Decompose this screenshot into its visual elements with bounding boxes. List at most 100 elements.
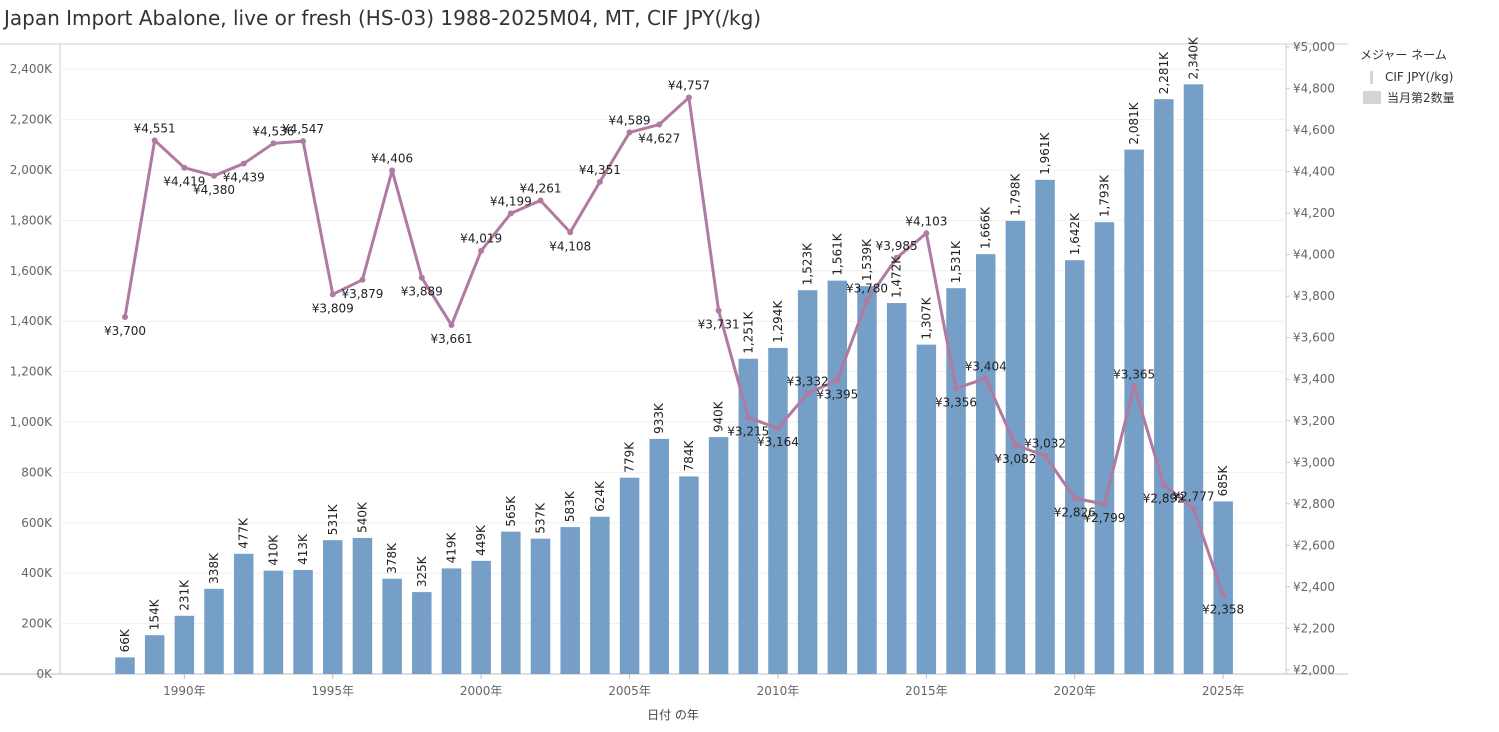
bar[interactable] xyxy=(560,527,580,674)
bar[interactable] xyxy=(1094,222,1115,674)
line-point[interactable] xyxy=(567,229,574,236)
bar[interactable] xyxy=(144,635,165,674)
bar[interactable] xyxy=(115,657,135,674)
bar[interactable] xyxy=(1154,99,1174,675)
bar[interactable] xyxy=(1183,84,1204,674)
line-point[interactable] xyxy=(181,164,188,171)
bar[interactable] xyxy=(916,344,937,674)
bar[interactable] xyxy=(441,568,462,674)
bar[interactable] xyxy=(1213,501,1233,674)
line-point[interactable] xyxy=(1190,505,1197,512)
line-point[interactable] xyxy=(537,197,544,204)
line-point[interactable] xyxy=(1101,500,1108,507)
line-point[interactable] xyxy=(211,172,218,179)
bar[interactable] xyxy=(946,288,966,674)
line-point[interactable] xyxy=(448,322,455,329)
line-point[interactable] xyxy=(804,390,811,397)
line-value-label: ¥4,019 xyxy=(460,232,502,246)
line-point[interactable] xyxy=(1160,481,1167,488)
bar[interactable] xyxy=(590,516,610,674)
bar[interactable] xyxy=(827,280,848,674)
bar-value-label: 410K xyxy=(266,534,280,566)
line-point[interactable] xyxy=(507,210,514,217)
line-point[interactable] xyxy=(745,414,752,421)
line-point[interactable] xyxy=(151,137,158,144)
bar[interactable] xyxy=(738,358,759,674)
bar-value-label: 378K xyxy=(385,542,399,574)
line-point[interactable] xyxy=(596,178,603,185)
line-point[interactable] xyxy=(953,385,960,392)
line-value-label: ¥4,419 xyxy=(163,175,205,189)
bar-value-label: 933K xyxy=(652,402,666,434)
line-point[interactable] xyxy=(389,167,396,174)
legend-item-line[interactable]: CIF JPY(/kg) xyxy=(1360,67,1455,87)
bar-value-label: 231K xyxy=(177,579,191,611)
bar[interactable] xyxy=(412,592,432,674)
bar[interactable] xyxy=(352,537,373,674)
bar[interactable] xyxy=(233,553,254,674)
bar[interactable] xyxy=(530,538,551,674)
bar[interactable] xyxy=(1065,260,1085,674)
line-point[interactable] xyxy=(359,276,366,283)
line-point[interactable] xyxy=(626,129,633,136)
bar[interactable] xyxy=(1124,149,1144,674)
line-point[interactable] xyxy=(834,377,841,384)
bar[interactable] xyxy=(797,290,818,674)
legend-title: メジャー ネーム xyxy=(1360,48,1447,62)
bar[interactable] xyxy=(649,438,669,674)
price-line[interactable] xyxy=(123,96,1225,597)
line-point[interactable] xyxy=(923,230,930,237)
line-point[interactable] xyxy=(893,254,900,261)
line-point[interactable] xyxy=(329,291,336,298)
line-point[interactable] xyxy=(270,140,277,147)
line-point[interactable] xyxy=(982,375,989,382)
line-point[interactable] xyxy=(478,247,485,254)
bar[interactable] xyxy=(263,570,284,674)
line-value-label: ¥3,404 xyxy=(965,359,1007,373)
line-point[interactable] xyxy=(1220,592,1227,599)
bar-series[interactable] xyxy=(115,84,1233,675)
bar[interactable] xyxy=(975,254,996,674)
bar-value-label: 1,251K xyxy=(741,310,755,353)
line-point[interactable] xyxy=(715,307,722,314)
bar[interactable] xyxy=(886,303,907,674)
line-value-label: ¥4,536 xyxy=(252,124,294,138)
line-point[interactable] xyxy=(1071,495,1078,502)
line-point[interactable] xyxy=(685,94,692,101)
bar-value-label: 1,472K xyxy=(890,255,904,298)
bar[interactable] xyxy=(382,578,402,674)
bar[interactable] xyxy=(619,477,640,674)
legend-item-bar[interactable]: 当月第2数量 xyxy=(1360,87,1455,107)
bar-value-label: 1,666K xyxy=(979,206,993,249)
bar[interactable] xyxy=(708,437,729,674)
bar[interactable] xyxy=(174,615,195,674)
bar-value-label: 154K xyxy=(148,598,162,630)
left-tick-label: 1,600K xyxy=(10,264,53,278)
bar[interactable] xyxy=(204,588,224,674)
line-point[interactable] xyxy=(656,121,663,128)
bar-value-label: 565K xyxy=(504,495,518,527)
line-value-label: ¥3,780 xyxy=(846,281,888,295)
line-point[interactable] xyxy=(418,274,425,281)
bar[interactable] xyxy=(323,540,343,674)
line-value-label: ¥4,589 xyxy=(609,113,651,127)
bar[interactable] xyxy=(1035,179,1055,674)
line-point[interactable] xyxy=(1042,452,1049,459)
line-point[interactable] xyxy=(864,297,870,304)
line-point[interactable] xyxy=(122,313,128,320)
line-series[interactable] xyxy=(122,94,1227,599)
left-tick-label: 1,800K xyxy=(10,213,53,227)
bar[interactable] xyxy=(293,569,313,674)
line-point[interactable] xyxy=(774,425,781,432)
line-point[interactable] xyxy=(240,160,247,167)
line-point[interactable] xyxy=(300,138,307,145)
bar[interactable] xyxy=(501,531,521,674)
line-point[interactable] xyxy=(1131,383,1138,390)
line-value-label: ¥4,108 xyxy=(549,239,591,253)
bar[interactable] xyxy=(857,286,877,674)
left-tick-label: 2,400K xyxy=(10,62,53,76)
bar[interactable] xyxy=(471,560,491,674)
bar[interactable] xyxy=(768,347,788,674)
bar[interactable] xyxy=(679,476,699,674)
line-point[interactable] xyxy=(1012,442,1019,449)
